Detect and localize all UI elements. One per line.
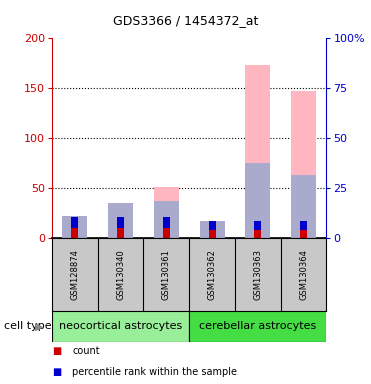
Bar (291, 91, 316, 238)
Bar (52, 311, 189, 342)
Text: GSM130364: GSM130364 (299, 249, 308, 300)
Text: cerebellar astrocytes: cerebellar astrocytes (199, 321, 316, 331)
Bar (108, 205, 133, 238)
Bar (245, 65, 270, 238)
Text: GSM130361: GSM130361 (162, 249, 171, 300)
Bar (62, 216, 88, 238)
Bar (291, 175, 316, 238)
Bar (108, 203, 133, 238)
Bar (300, 230, 307, 238)
Text: GSM130363: GSM130363 (253, 249, 262, 300)
Bar (117, 228, 124, 238)
Bar (163, 217, 170, 228)
Bar (154, 187, 179, 238)
Bar (71, 228, 78, 238)
Bar (255, 230, 261, 238)
Bar (245, 163, 270, 238)
Text: ▶: ▶ (35, 321, 43, 331)
Text: neocortical astrocytes: neocortical astrocytes (59, 321, 182, 331)
Bar (163, 228, 170, 238)
Text: GSM130362: GSM130362 (208, 249, 217, 300)
Bar (200, 222, 225, 238)
Text: ■: ■ (52, 367, 61, 377)
Bar (209, 221, 216, 230)
Bar (189, 311, 326, 342)
Text: GDS3366 / 1454372_at: GDS3366 / 1454372_at (113, 14, 258, 27)
Text: cell type: cell type (4, 321, 51, 331)
Text: GSM128874: GSM128874 (70, 249, 79, 300)
Text: ■: ■ (52, 346, 61, 356)
Bar (300, 221, 307, 230)
Bar (117, 217, 124, 228)
Text: count: count (72, 346, 100, 356)
Bar (71, 217, 78, 228)
Text: percentile rank within the sample: percentile rank within the sample (72, 367, 237, 377)
Text: GSM130340: GSM130340 (116, 249, 125, 300)
Bar (154, 201, 179, 238)
Bar (209, 230, 216, 238)
Bar (255, 221, 261, 230)
Bar (62, 218, 88, 238)
Bar (200, 221, 225, 238)
